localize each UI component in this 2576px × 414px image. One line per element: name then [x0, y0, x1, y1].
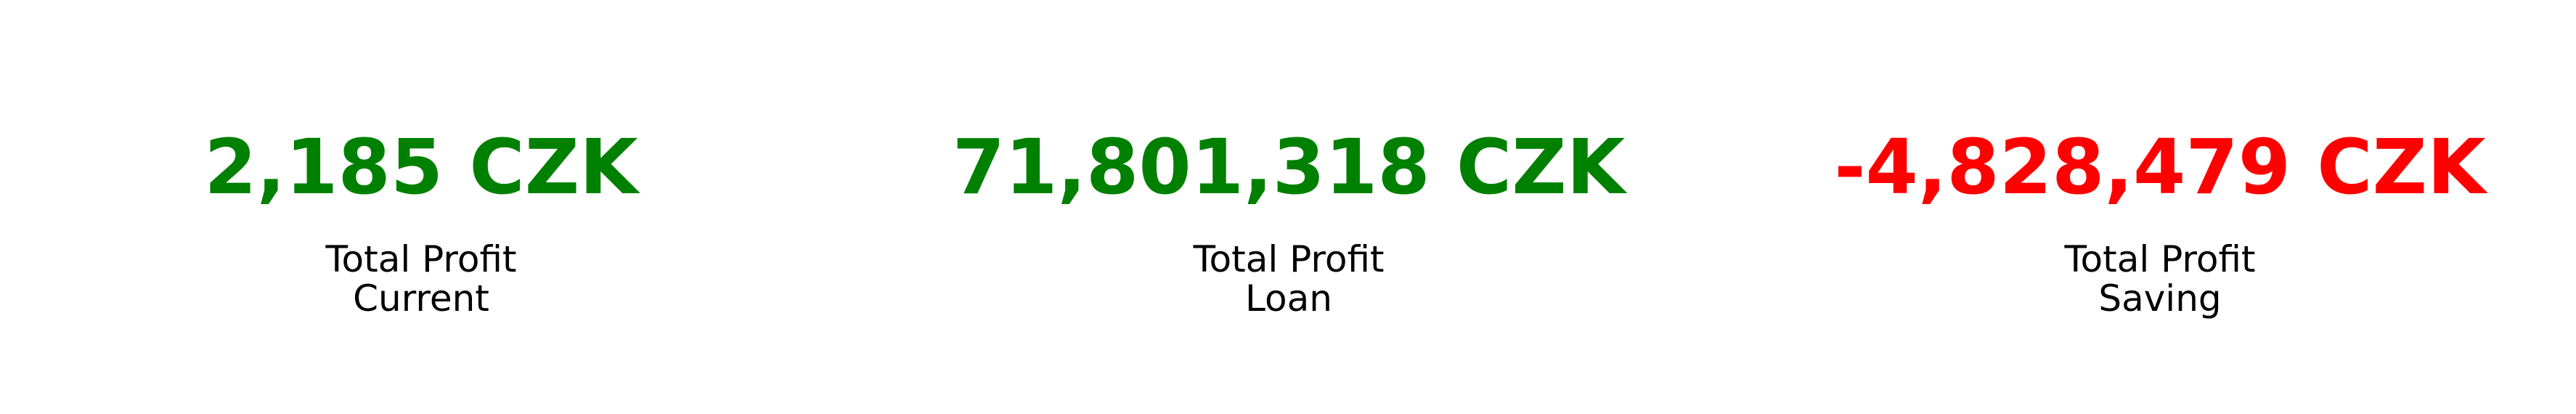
kpi-label-category: Loan [1245, 277, 1332, 320]
kpi-card-saving: -4,828,479 CZK Total Profit Saving [1731, 0, 2576, 414]
kpi-card-loan: 71,801,318 CZK Total Profit Loan [860, 0, 1718, 414]
kpi-label-category: Current [353, 277, 489, 320]
kpi-value-saving: -4,828,479 CZK [1834, 123, 2486, 211]
kpi-value-current: 2,185 CZK [204, 123, 638, 211]
kpi-label-title: Total Profit [2064, 238, 2256, 280]
kpi-label-category: Saving [2098, 277, 2222, 320]
kpi-label-title: Total Profit [325, 238, 517, 280]
kpi-label-current: Total Profit Current [0, 240, 850, 318]
kpi-label-title: Total Profit [1193, 238, 1385, 280]
kpi-card-current: 2,185 CZK Total Profit Current [0, 0, 850, 414]
kpi-label-loan: Total Profit Loan [860, 240, 1718, 318]
kpi-value-loan: 71,801,318 CZK [952, 123, 1626, 211]
kpi-label-saving: Total Profit Saving [1731, 240, 2576, 318]
